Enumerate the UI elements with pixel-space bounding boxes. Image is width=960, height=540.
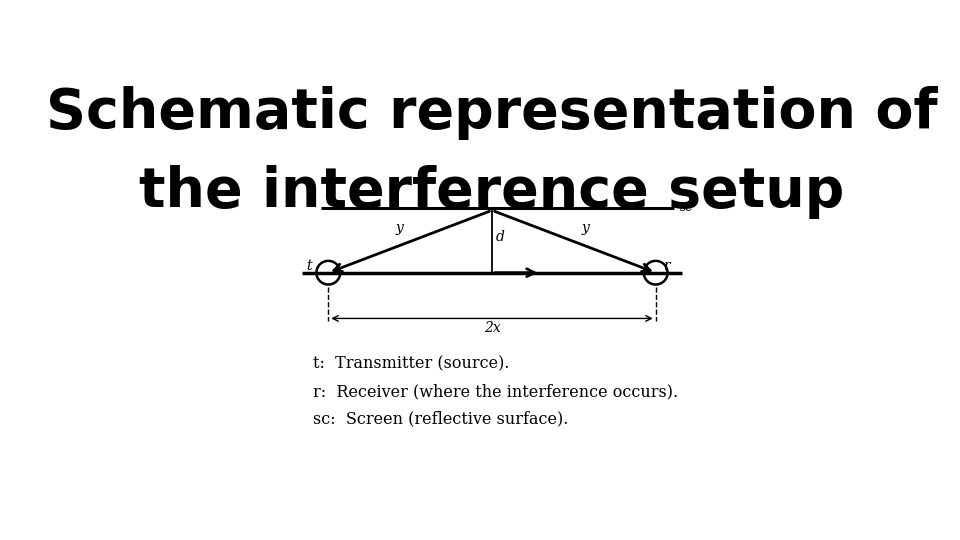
Text: t:  Transmitter (source).: t: Transmitter (source).: [313, 356, 510, 373]
Text: y: y: [581, 221, 588, 235]
Text: sc: sc: [680, 200, 693, 213]
Text: the interference setup: the interference setup: [139, 165, 845, 219]
Text: sc:  Screen (reflective surface).: sc: Screen (reflective surface).: [313, 410, 569, 427]
Text: y: y: [396, 221, 403, 235]
Text: 2x: 2x: [484, 321, 500, 334]
Text: r: r: [663, 259, 670, 273]
Text: r:  Receiver (where the interference occurs).: r: Receiver (where the interference occu…: [313, 383, 679, 400]
Text: Schematic representation of: Schematic representation of: [46, 85, 938, 140]
Text: d: d: [495, 231, 505, 245]
Text: t: t: [306, 259, 312, 273]
